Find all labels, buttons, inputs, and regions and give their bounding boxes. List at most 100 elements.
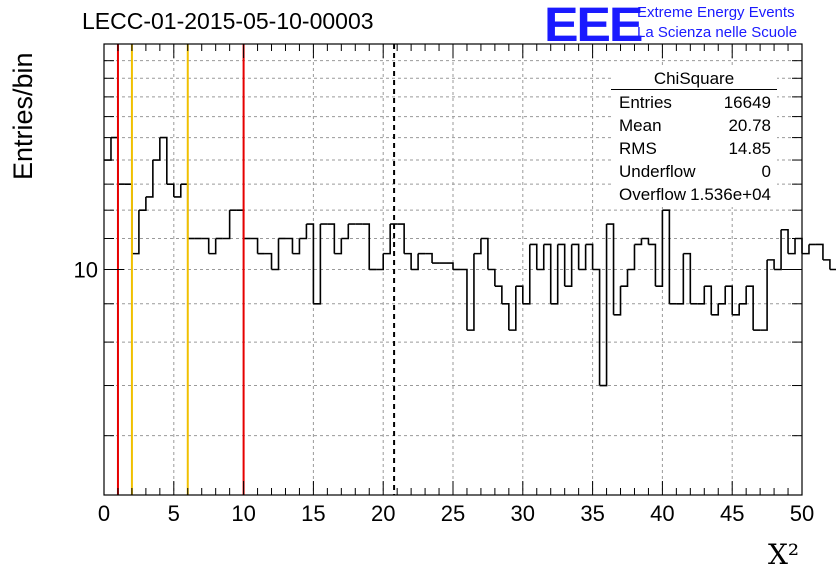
logo-line-1: Extreme Energy Events <box>637 4 795 21</box>
x-tick-label: 10 <box>231 501 255 526</box>
histogram-bin <box>536 244 545 271</box>
histogram-bin <box>599 224 608 387</box>
histogram-bin <box>313 224 322 305</box>
histogram-bin <box>620 269 629 287</box>
histogram-bin <box>557 243 566 287</box>
histogram-bin <box>704 285 713 315</box>
histogram-bin <box>201 237 210 254</box>
histogram-bin <box>760 259 768 331</box>
stats-row-rms: RMS 14.85 <box>619 139 771 161</box>
x-tick-label: 15 <box>301 501 325 526</box>
histogram-bin <box>515 285 524 304</box>
stats-key: Overflow <box>619 185 687 204</box>
histogram-bin <box>571 243 580 270</box>
histogram-bin <box>655 210 664 287</box>
stats-value: 0 <box>761 162 771 181</box>
y-tick-labels: 10 <box>74 258 98 283</box>
histogram-bin <box>718 286 727 305</box>
x-tick-label: 40 <box>650 501 674 526</box>
y-axis-label: Entries/bin <box>8 52 38 180</box>
histogram-bin <box>124 183 133 254</box>
histogram-bin <box>166 183 175 197</box>
x-tick-labels: 0 5 10 15 20 25 30 35 40 45 50 <box>98 501 814 526</box>
histogram-bin <box>592 268 601 386</box>
histogram-bin <box>208 238 217 255</box>
histogram-bin <box>250 237 259 254</box>
x-tick-label: 20 <box>371 501 395 526</box>
histogram-bin <box>648 243 657 287</box>
histogram-bin <box>236 209 245 239</box>
histogram-bin <box>473 238 482 255</box>
histogram-bin <box>508 286 517 331</box>
chart-title: LECC-01-2015-05-10-00003 <box>82 8 374 34</box>
x-tick-label: 50 <box>790 501 814 526</box>
stats-row-overflow: Overflow 1.536e+04 <box>619 185 771 207</box>
stats-row-entries: Entries 16649 <box>619 93 771 115</box>
histogram-bin <box>725 285 733 315</box>
stats-row-underflow: Underflow 0 <box>619 162 771 184</box>
histogram-bin <box>292 238 301 255</box>
x-tick-label: 30 <box>511 501 535 526</box>
histogram-bin <box>383 224 391 255</box>
histogram-bin <box>411 253 419 271</box>
histogram-bin <box>550 244 559 305</box>
histogram-bin <box>466 253 475 331</box>
x-tick-label: 5 <box>168 501 180 526</box>
histogram-bin <box>732 303 740 316</box>
histogram-bin <box>641 237 650 245</box>
histogram-bin <box>159 136 168 185</box>
stats-box: ChiSquare Entries 16649 Mean 20.78 RMS 1… <box>611 67 777 207</box>
stats-key: Entries <box>619 93 672 112</box>
histogram-bin <box>362 223 371 270</box>
histogram-bin <box>180 183 189 239</box>
histogram-bin <box>501 302 510 331</box>
histogram-bin <box>264 252 273 270</box>
histogram-bin <box>494 285 503 304</box>
stats-key: Underflow <box>619 162 696 181</box>
histogram-bin <box>543 243 552 304</box>
stats-key: Mean <box>619 116 662 135</box>
logo-line-2: La Scienza nelle Scuole <box>637 24 798 41</box>
histogram-bin <box>613 286 622 316</box>
histogram-bin <box>529 243 538 270</box>
histogram-bin <box>697 286 706 305</box>
stats-title: ChiSquare <box>653 69 735 88</box>
x-tick-label: 0 <box>98 501 110 526</box>
eee-logo: EEE <box>544 0 643 52</box>
histogram-bin <box>815 243 824 260</box>
histogram-bin <box>285 237 294 254</box>
histogram-bin <box>522 244 531 305</box>
histogram-bin <box>152 137 161 161</box>
histogram-bin <box>781 228 789 254</box>
stats-key: RMS <box>619 139 657 158</box>
stats-value: 14.85 <box>728 139 771 158</box>
histogram-bin <box>802 244 810 255</box>
x-tick-label: 45 <box>720 501 744 526</box>
histogram-bin <box>145 160 154 198</box>
histogram-bin <box>271 238 280 271</box>
histogram-bin <box>822 259 831 270</box>
histogram-bin <box>829 268 836 271</box>
histogram-bin <box>446 262 454 270</box>
histogram-bin <box>480 237 489 270</box>
histogram-bin <box>564 244 573 287</box>
histogram-bin <box>746 285 754 331</box>
histogram-bin <box>425 252 433 264</box>
histogram-bin <box>306 223 315 304</box>
histogram-bin <box>299 224 308 240</box>
histogram-bin <box>487 268 496 287</box>
histogram-bin <box>334 238 343 255</box>
histogram-bin <box>788 238 796 255</box>
histogram-bin <box>222 210 231 240</box>
histogram-bin <box>739 286 747 305</box>
histogram-bin <box>104 137 112 161</box>
stats-value: 1.536e+04 <box>690 185 771 204</box>
histogram-bin <box>606 223 615 315</box>
histogram-bin <box>711 303 720 316</box>
histogram-bin <box>341 224 350 240</box>
histogram-bin <box>662 209 671 304</box>
histogram-bin <box>795 237 803 254</box>
stats-value: 20.78 <box>728 116 771 135</box>
marker-lines <box>116 44 396 495</box>
histogram-bin <box>585 243 594 270</box>
